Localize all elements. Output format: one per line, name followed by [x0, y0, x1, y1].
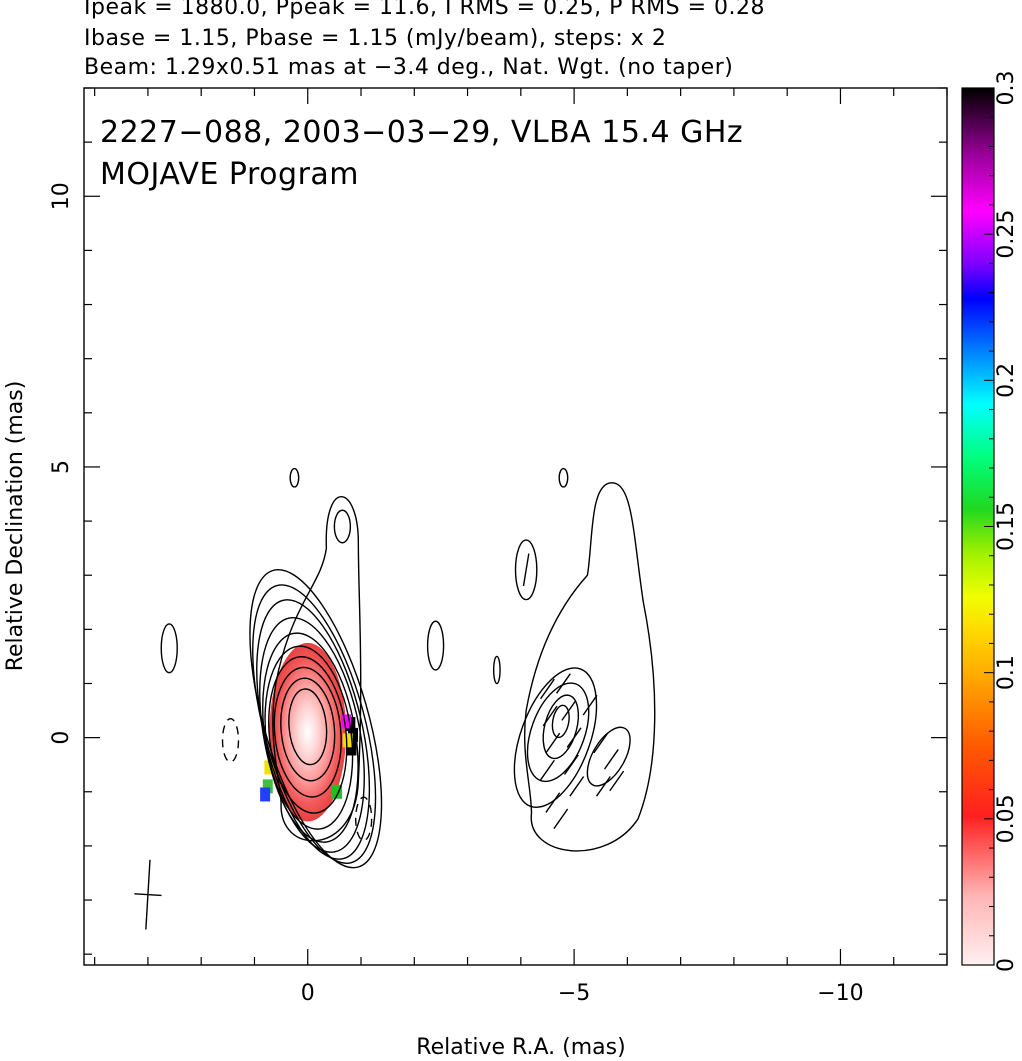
pol-edge-pixel	[348, 727, 359, 742]
isolated-contour	[514, 539, 538, 601]
evpa-stick	[540, 678, 555, 700]
plot-frame	[83, 87, 948, 966]
isolated-contour	[160, 623, 178, 674]
negative-contour	[221, 717, 240, 763]
evpa-stick	[540, 759, 555, 781]
header-line-3: Beam: 1.29x0.51 mas at −3.4 deg., Nat. W…	[84, 55, 734, 80]
pol-edge-pixel	[262, 779, 273, 794]
evpa-stick	[522, 553, 530, 587]
isolated-contour	[558, 467, 569, 488]
chart-title-line-1: 2227−088, 2003−03−29, VLBA 15.4 GHz	[100, 115, 743, 150]
y-tick-label: 0	[49, 731, 74, 745]
intensity-contour	[273, 666, 342, 798]
intensity-contour	[288, 688, 328, 766]
intensity-contour	[252, 584, 377, 864]
negative-contour	[354, 796, 373, 842]
evpa-stick	[609, 770, 625, 792]
evpa-stick	[593, 732, 609, 754]
evpa-stick	[545, 792, 561, 813]
colorbar-tick-label: 0.05	[994, 794, 1019, 843]
pol-contour	[526, 682, 590, 783]
pol-edge-pixel	[264, 760, 275, 775]
pol-contour	[586, 726, 631, 787]
colorbar: 0 0.05 0.1 0.15 0.2 0.25 0.3	[961, 71, 1019, 972]
x-tick-label: −5	[558, 981, 590, 1006]
pol-edge-pixel	[346, 741, 357, 756]
pol-contour	[551, 704, 570, 739]
isolated-contour	[426, 620, 445, 671]
evpa-stick	[566, 727, 582, 748]
knot-contour	[333, 509, 352, 544]
intensity-contour	[268, 656, 348, 814]
x-tick-label: −10	[817, 981, 863, 1006]
intensity-outer-contour	[272, 496, 362, 842]
chart-title-line-2: MOJAVE Program	[100, 157, 359, 192]
evpa-stick	[595, 776, 611, 797]
isolated-contour	[289, 467, 300, 488]
evpa-stick	[569, 776, 585, 797]
evpa-stick	[563, 754, 579, 775]
pol-outer-contour	[523, 482, 656, 852]
polarization-color-map	[260, 642, 359, 822]
colorbar-tick-label: 0	[994, 958, 1019, 972]
x-axis-label: Relative R.A. (mas)	[416, 1035, 625, 1060]
header-line-2: Ibase = 1.15, Pbase = 1.15 (mJy/beam), s…	[84, 26, 667, 51]
evpa-stick	[555, 673, 571, 694]
pol-edge-pixel	[342, 733, 353, 748]
y-tick-label: 10	[49, 182, 74, 210]
intensity-contour	[259, 616, 365, 853]
pol-edge-pixel	[341, 714, 352, 729]
evpa-stick	[542, 705, 558, 727]
pol-edge-pixel	[332, 784, 343, 799]
pol-core-fill	[269, 642, 347, 822]
beam-minor-axis	[134, 893, 162, 897]
y-tick-label: 5	[49, 460, 74, 474]
colorbar-tick-label: 0.1	[994, 655, 1019, 690]
evpa-stick	[582, 694, 598, 716]
colorbar-tick-label: 0.15	[994, 502, 1019, 551]
contours-group	[134, 467, 656, 930]
evpa-stick	[545, 732, 561, 754]
y-axis-label: Relative Declination (mas)	[3, 381, 28, 672]
evpa-stick	[561, 700, 577, 721]
x-tick-label: 0	[301, 981, 315, 1006]
colorbar-tick-label: 0.2	[994, 363, 1019, 398]
pol-edge-pixel	[260, 787, 271, 802]
pol-contour	[513, 667, 598, 809]
axes-group: 0 −5 −10 0 5 10	[49, 87, 948, 1006]
colorbar-tick-label: 0.25	[994, 210, 1019, 259]
isolated-contour	[492, 655, 501, 685]
evpa-stick	[553, 808, 569, 830]
intensity-contour	[249, 568, 383, 869]
evpa-stick	[603, 749, 619, 770]
header-line-1: Ipeak = 1880.0, Ppeak = 11.6, I RMS = 0.…	[84, 0, 765, 20]
colorbar-tick-label: 0.3	[994, 71, 1019, 106]
intensity-contour	[280, 677, 336, 782]
